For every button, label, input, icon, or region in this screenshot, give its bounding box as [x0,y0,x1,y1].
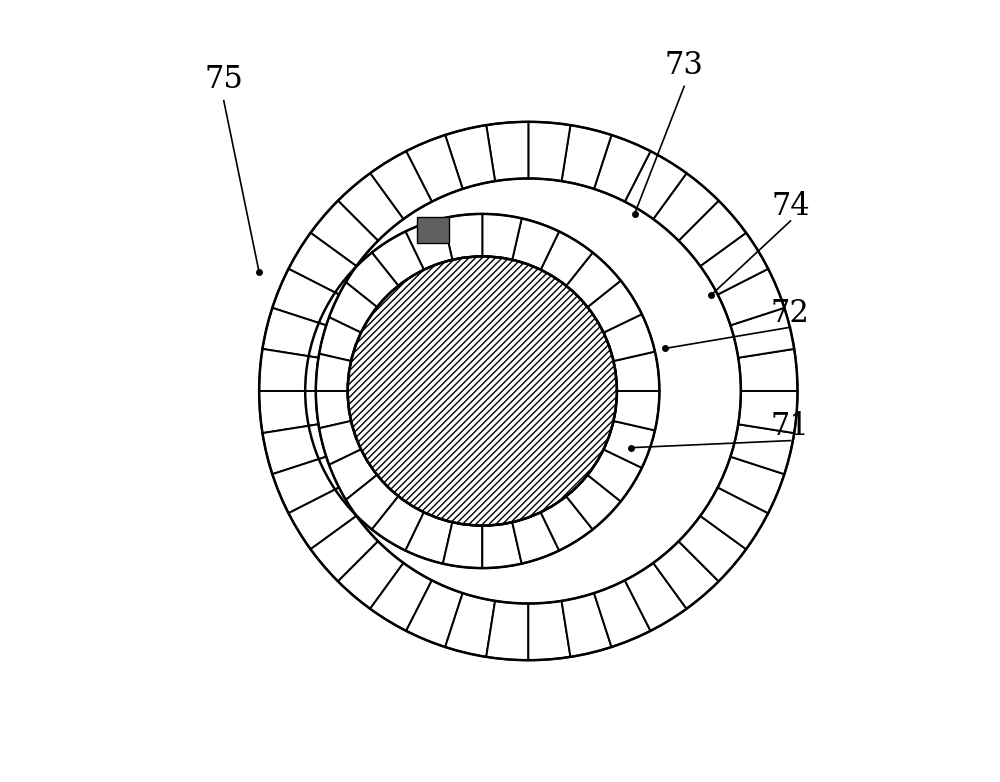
Polygon shape [604,421,655,468]
Polygon shape [310,314,361,361]
Polygon shape [588,450,642,501]
Polygon shape [482,214,522,260]
Polygon shape [700,233,768,295]
Polygon shape [405,218,452,270]
Polygon shape [730,425,794,474]
Circle shape [348,256,617,526]
Text: 72: 72 [771,298,810,328]
Polygon shape [528,122,570,181]
Polygon shape [305,391,351,430]
Polygon shape [730,308,794,357]
Polygon shape [323,281,377,332]
Polygon shape [372,231,424,285]
Polygon shape [370,151,432,219]
Polygon shape [541,497,593,551]
Polygon shape [718,457,784,513]
Polygon shape [443,522,482,568]
Polygon shape [445,593,495,657]
Polygon shape [406,580,463,647]
Polygon shape [405,512,452,564]
Polygon shape [305,352,351,391]
Polygon shape [679,201,746,266]
Polygon shape [653,174,719,241]
Polygon shape [614,391,659,430]
Polygon shape [272,457,339,513]
Polygon shape [288,487,356,549]
Polygon shape [311,516,378,581]
Polygon shape [259,391,318,433]
Polygon shape [528,601,570,660]
Polygon shape [486,601,528,660]
Polygon shape [512,512,559,564]
Polygon shape [310,421,361,468]
Text: 71: 71 [771,411,810,442]
Polygon shape [370,563,432,631]
Polygon shape [372,497,424,551]
Polygon shape [406,135,463,202]
Polygon shape [562,593,612,657]
Polygon shape [700,487,768,549]
Polygon shape [486,122,528,181]
Polygon shape [445,125,495,189]
Polygon shape [653,541,719,608]
Text: 73: 73 [665,49,704,81]
Polygon shape [679,516,746,581]
Polygon shape [344,475,398,529]
Text: 74: 74 [771,192,810,222]
Polygon shape [625,151,687,219]
Polygon shape [738,349,798,391]
Polygon shape [566,253,621,307]
Text: 75: 75 [204,64,243,95]
Polygon shape [482,522,522,568]
Polygon shape [443,214,482,260]
Polygon shape [338,174,403,241]
Polygon shape [594,580,651,647]
Bar [417,217,449,243]
Polygon shape [311,201,378,266]
Polygon shape [625,563,687,631]
Polygon shape [288,233,356,295]
Polygon shape [614,352,659,391]
Polygon shape [338,541,403,608]
Polygon shape [344,253,398,307]
Polygon shape [323,450,377,501]
Polygon shape [541,231,593,285]
Polygon shape [588,281,642,332]
Polygon shape [718,269,784,325]
Polygon shape [566,475,621,529]
Polygon shape [512,218,559,270]
Polygon shape [604,314,655,361]
Polygon shape [262,425,326,474]
Polygon shape [262,308,326,357]
Polygon shape [738,391,798,433]
Polygon shape [259,349,318,391]
Polygon shape [562,125,612,189]
Polygon shape [272,269,339,325]
Polygon shape [594,135,651,202]
